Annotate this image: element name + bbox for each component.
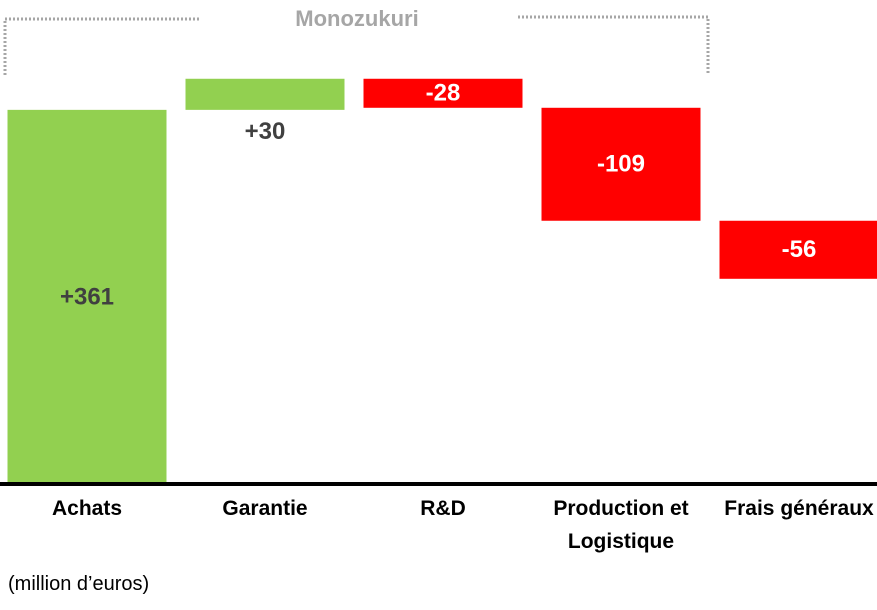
unit-note: (million d’euros)	[8, 573, 150, 595]
value-label: -28	[426, 80, 461, 107]
bar	[541, 107, 701, 221]
bar	[185, 78, 345, 110]
value-label: -56	[782, 236, 817, 263]
bar	[363, 78, 523, 108]
category-label: Achats	[51, 497, 123, 520]
category-label: Production et Logistique	[553, 497, 689, 553]
bracket-right	[518, 15, 710, 75]
value-label: +30	[245, 118, 286, 145]
value-label: -109	[597, 151, 645, 178]
group-bracket	[3, 15, 710, 75]
category-label: R&D	[420, 497, 466, 520]
bar	[7, 109, 167, 484]
value-label: +361	[60, 283, 114, 310]
category-label: Frais généraux	[724, 497, 874, 520]
category-label: Garantie	[222, 497, 308, 520]
bracket-left	[3, 17, 200, 75]
group-label: Monozukuri	[295, 6, 418, 31]
bar	[719, 220, 877, 279]
